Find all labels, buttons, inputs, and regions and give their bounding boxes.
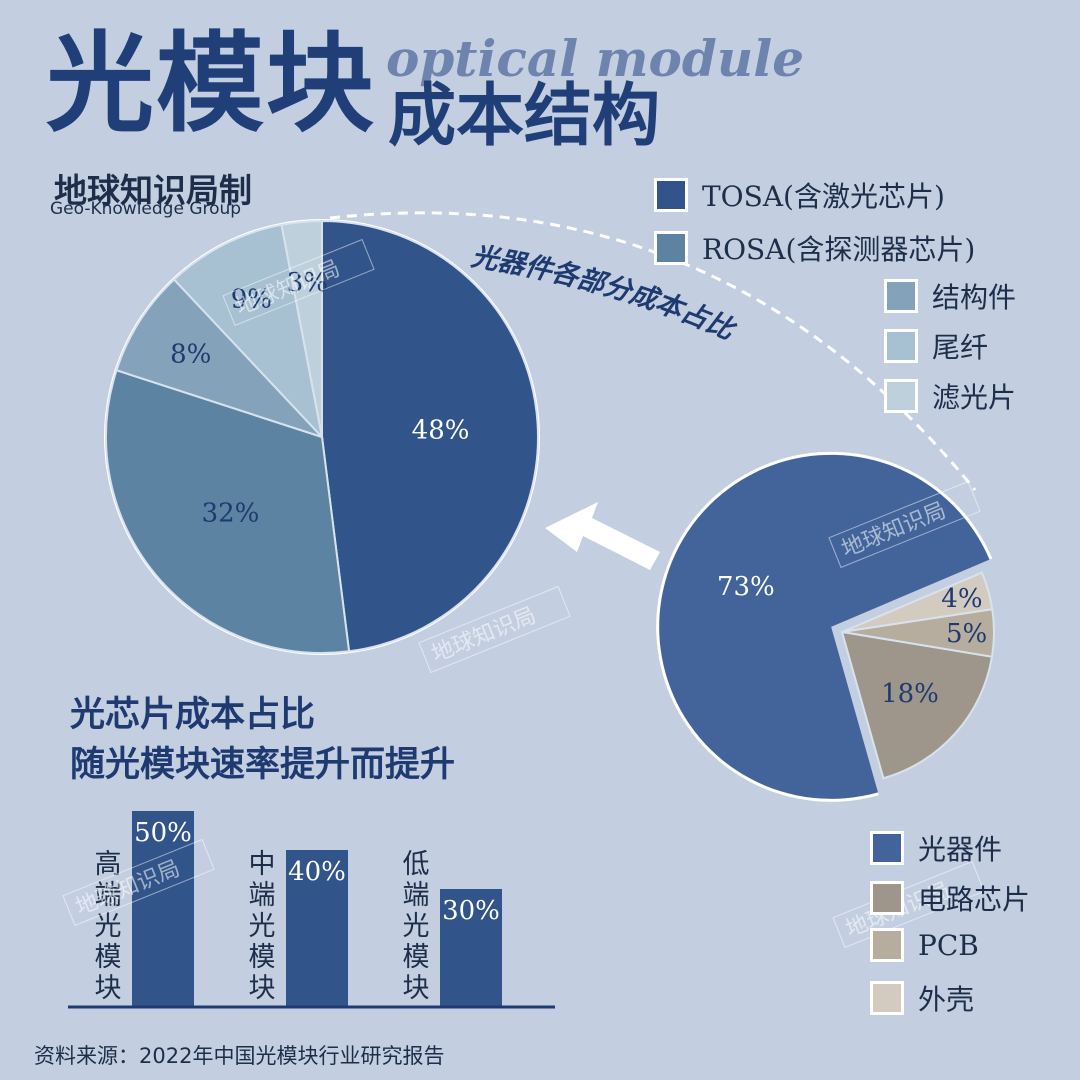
organization-name: 地球知识局制 [54, 171, 252, 210]
bar-category-label-1: 高端光模块 [95, 849, 122, 1004]
legend-label: 外壳 [918, 983, 975, 1016]
legend-item-structure: 结构件 [884, 276, 1016, 316]
pie-chart-optical-device: 48%32%8%9%3% [104, 219, 540, 655]
page-title: 光模块 [46, 21, 377, 147]
bar-chart-title: 光芯片成本占比 随光模块速率提升而提升 [70, 690, 455, 790]
pie-slice-2 [105, 368, 351, 654]
arrow-left-icon [545, 502, 660, 570]
legend-label: ROSA(含探测器芯片) [702, 233, 976, 266]
legend-swatch [884, 379, 918, 413]
bar-category-label-2: 中端光模块 [249, 849, 276, 1004]
bar-2 [286, 850, 348, 1006]
legend-item-pigtail: 尾纤 [884, 326, 988, 366]
bar-category-label-3: 低端光模块 [403, 849, 430, 1004]
pie-slice-3 [115, 278, 323, 438]
legend-label: 滤光片 [932, 381, 1017, 414]
page-subtitle: 成本结构 [388, 76, 661, 156]
pie2-slice-label-1: 73% [717, 572, 775, 602]
legend-label: 结构件 [932, 281, 1017, 314]
organization-name-english: Geo-Knowledge Group [50, 199, 242, 219]
pie2-slice-2 [840, 630, 994, 780]
legend-swatch [884, 279, 918, 313]
legend-item-optical-device: 光器件 [870, 828, 1002, 868]
legend-label: TOSA(含激光芯片) [702, 180, 945, 213]
legend-item-rosa: ROSA(含探测器芯片) [654, 228, 975, 268]
bar-value-label-3: 30% [442, 896, 500, 926]
legend-swatch [654, 178, 688, 212]
legend-item-case: 外壳 [870, 978, 974, 1018]
pie-slice-5 [280, 219, 323, 438]
pie-slice-4 [172, 223, 324, 441]
pie2-slice-label-2: 18% [881, 679, 939, 709]
legend-label: PCB [918, 928, 979, 962]
legend-label: 光器件 [918, 833, 1003, 866]
pie-slice-label-2: 32% [202, 499, 260, 529]
pie-chart-module-cost: 73% 4% 5%18% [656, 451, 995, 802]
pie2-slice-label-4: 4% [941, 584, 982, 614]
legend-item-pcb: PCB [870, 928, 979, 962]
bar-chart-chip-share: 50% 高端光模块 40% 中端光模块 30% 低端光模块 [68, 811, 555, 1009]
legend-label: 电路芯片 [918, 883, 1031, 916]
legend-swatch [870, 881, 904, 915]
legend-item-tosa: TOSA(含激光芯片) [654, 175, 945, 215]
legend-swatch [870, 928, 904, 962]
legend-item-circuit-chip: 电路芯片 [870, 878, 1030, 918]
legend-swatch [654, 231, 688, 265]
bar-1 [132, 811, 194, 1006]
bar-value-label-2: 40% [288, 857, 346, 887]
bar-chart-title-line-1: 光芯片成本占比 [70, 695, 316, 735]
legend-swatch [870, 831, 904, 865]
pie-slice-label-3: 8% [170, 340, 211, 370]
legend-label: 尾纤 [932, 331, 989, 364]
bar-chart-title-line-2: 随光模块速率提升而提升 [70, 745, 456, 785]
pie-slice-label-1: 48% [412, 416, 470, 446]
bar-3 [440, 889, 502, 1006]
legend-swatch [870, 981, 904, 1015]
pie2-slice-label-3: 5% [946, 619, 987, 649]
legend-item-filter: 滤光片 [884, 376, 1016, 416]
title-english: optical module [386, 29, 805, 88]
pie-slice-label-5: 3% [287, 268, 328, 298]
pie-slice-1 [321, 219, 539, 653]
bar-value-label-1: 50% [134, 818, 192, 848]
source-note: 资料来源：2022年中国光模块行业研究报告 [34, 1044, 445, 1068]
legend-swatch [884, 329, 918, 363]
